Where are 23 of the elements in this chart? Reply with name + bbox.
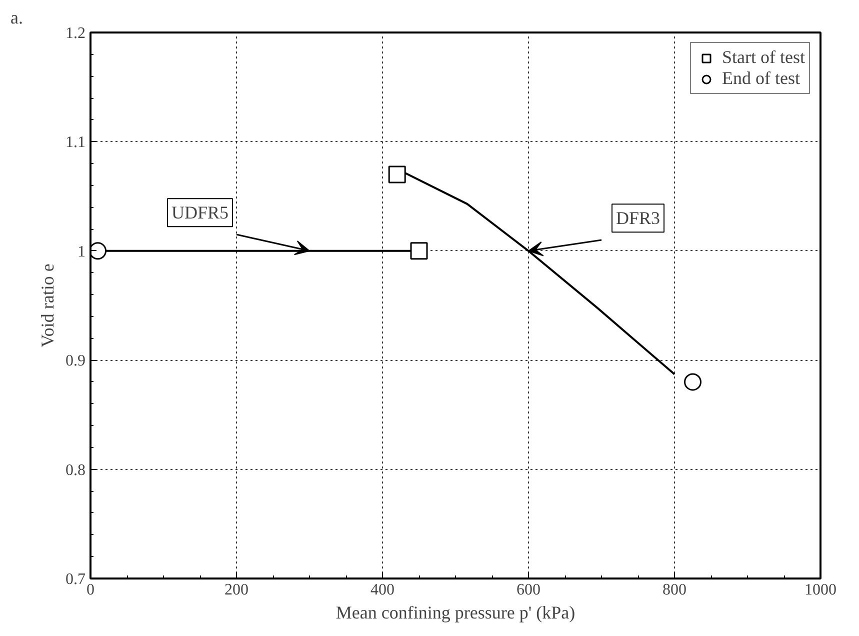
point	[90, 242, 107, 260]
y-tick-label: 1.2	[66, 25, 86, 42]
point	[684, 373, 702, 391]
text: a.	[10, 8, 23, 28]
legend-label: End of test	[722, 68, 800, 89]
y-tick-label: 0.9	[66, 352, 86, 370]
x-tick-label: 0	[86, 582, 94, 598]
x-tick-label: 400	[370, 582, 394, 598]
legend-label: Start of test	[722, 47, 805, 68]
x-tick-label: 800	[662, 582, 686, 598]
x-tick-label: 200	[224, 582, 248, 598]
annotation: DFR3	[616, 208, 660, 228]
y-tick-label: 1.1	[66, 134, 86, 152]
y-tick-label: 1	[78, 243, 86, 260]
y-tick-label: 0.7	[66, 571, 86, 588]
x-axis-title: Mean confining pressure p' (kPa)	[336, 602, 576, 622]
x-tick-label: 1000	[804, 582, 836, 598]
point	[388, 166, 406, 184]
annotation: UDFR5	[171, 202, 229, 223]
y-axis-title: Void ratio e	[38, 264, 58, 348]
point	[410, 242, 428, 260]
y-tick-label: 0.8	[66, 462, 86, 479]
x-tick-label: 600	[516, 582, 540, 598]
